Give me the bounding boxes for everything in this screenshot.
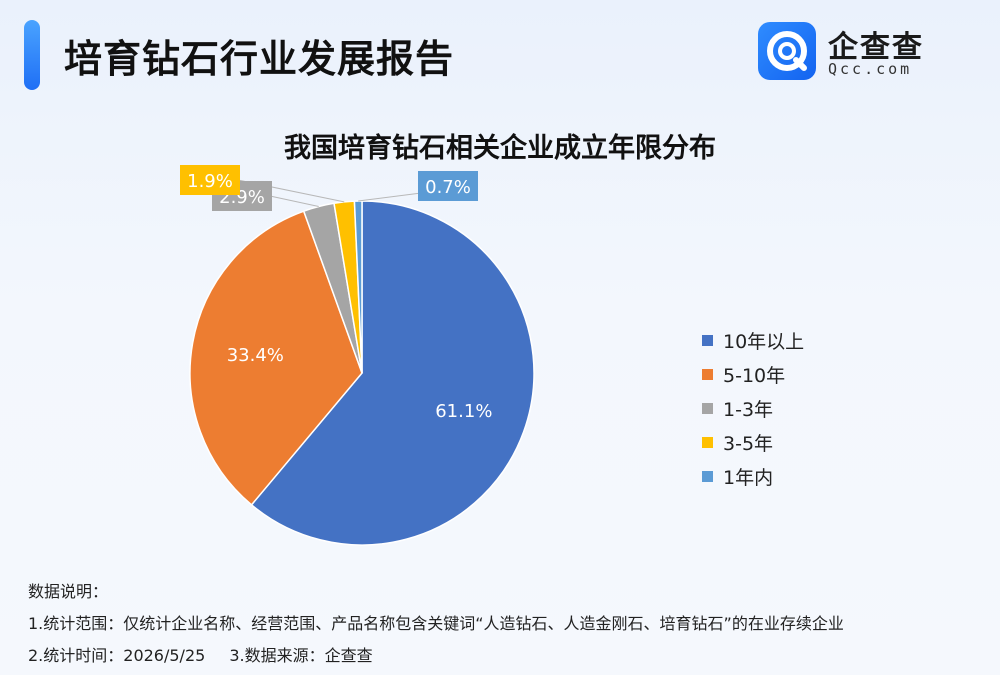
legend-item-within-1-year: 1年内: [702, 459, 804, 493]
pie-slice-5-10-years: [189, 210, 363, 506]
notes-scope: 1.统计范围：仅统计企业名称、经营范围、产品名称包含关键词“人造钻石、人造金刚石…: [28, 614, 844, 633]
legend-swatch: [702, 436, 713, 448]
data-label-box-3-5-years: [180, 165, 240, 195]
legend-item-3-5-years: 3-5年: [702, 425, 804, 459]
logo-q-icon: [758, 22, 816, 80]
data-label-within-1-year: 0.7%: [425, 177, 471, 198]
data-label-box-within-1-year: [418, 171, 478, 201]
legend-item-5-10-years: 5-10年: [702, 357, 804, 391]
logo-name: 企查查: [828, 30, 924, 65]
legend-swatch: [702, 470, 713, 482]
notes-heading: 数据说明：: [28, 582, 109, 601]
pie-slice-over-10-years: [250, 200, 535, 546]
legend-label: 10年以上: [723, 330, 805, 353]
data-label-over-10-years: 61.1%: [435, 401, 492, 422]
legend-swatch: [702, 334, 713, 346]
legend-swatch: [702, 402, 713, 414]
legend-swatch: [702, 368, 713, 380]
pie-slices: [189, 200, 535, 546]
legend-item-over-10-years: 10年以上: [702, 323, 804, 357]
legend-label: 3-5年: [723, 432, 774, 455]
qcc-logo: 企查查 Qcc.com: [758, 22, 978, 82]
data-labels: 61.1%33.4%2.9%1.9% 0.7%: [180, 165, 492, 422]
chart-title: 我国培育钻石相关企业成立年限分布: [284, 133, 716, 164]
legend-label: 5-10年: [723, 364, 786, 387]
legend-label: 1-3年: [723, 398, 774, 421]
notes-time: 2.统计时间：2026/5/25: [28, 646, 206, 665]
notes-source: 3.数据来源：企查查: [229, 646, 373, 665]
data-label-5-10-years: 33.4%: [227, 345, 284, 366]
notes-time-source: 2.统计时间：2026/5/25 3.数据来源：企查查: [28, 640, 844, 672]
chart-legend: 10年以上 5-10年 1-3年 3-5年 1年内: [702, 323, 804, 493]
legend-label: 1年内: [723, 466, 774, 489]
leader-line-1-3-years: [269, 195, 319, 208]
logo-domain: Qcc.com: [828, 60, 913, 78]
data-label-3-5-years: 1.9%: [187, 171, 233, 192]
report-title: 培育钻石行业发展报告: [64, 37, 455, 81]
legend-item-1-3-years: 1-3年: [702, 391, 804, 425]
data-notes: 数据说明： 1.统计范围：仅统计企业名称、经营范围、产品名称包含关键词“人造钻石…: [28, 576, 844, 672]
title-accent-bar: [24, 20, 40, 90]
